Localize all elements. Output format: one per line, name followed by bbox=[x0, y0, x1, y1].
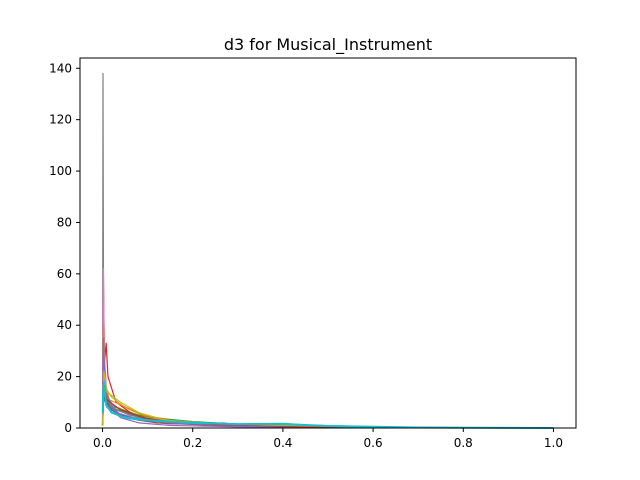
y-tick-label: 0 bbox=[64, 421, 72, 435]
y-tick-label: 60 bbox=[57, 267, 72, 281]
y-tick-label: 20 bbox=[57, 370, 72, 384]
y-tick-label: 120 bbox=[49, 113, 72, 127]
series-layer bbox=[101, 72, 554, 429]
y-tick-label: 100 bbox=[49, 164, 72, 178]
x-tick-label: 0.8 bbox=[454, 436, 473, 450]
plot-frame bbox=[79, 57, 577, 429]
x-tick-label: 0.2 bbox=[183, 436, 202, 450]
y-tick-label: 40 bbox=[57, 318, 72, 332]
y-axis: 0 20 40 60 80 100 120 140 bbox=[49, 61, 80, 435]
x-tick-label: 1.0 bbox=[544, 436, 563, 450]
series-line-20 bbox=[101, 380, 554, 429]
y-tick-label: 80 bbox=[57, 215, 72, 229]
x-tick-label: 0.6 bbox=[364, 436, 383, 450]
x-tick-label: 0.4 bbox=[273, 436, 292, 450]
chart-title: d3 for Musical_Instrument bbox=[224, 35, 432, 55]
x-axis: 0.0 0.2 0.4 0.6 0.8 1.0 bbox=[93, 428, 563, 450]
x-tick-label: 0.0 bbox=[93, 436, 112, 450]
y-tick-label: 140 bbox=[49, 61, 72, 75]
